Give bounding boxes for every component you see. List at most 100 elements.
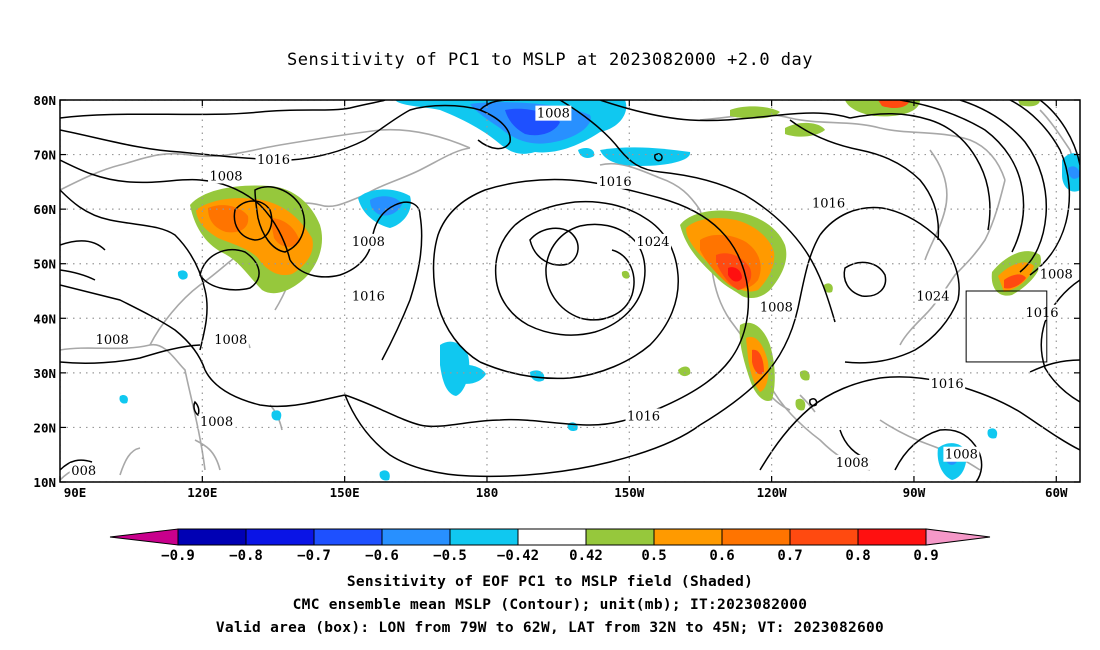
shade-neg-pacific-2 bbox=[448, 364, 486, 384]
shade-pos-small-4 bbox=[621, 270, 630, 279]
colorbar-label: 0.9 bbox=[913, 548, 938, 564]
colorbar-label: 0.6 bbox=[709, 548, 734, 564]
contour-label-bg-8 bbox=[350, 288, 387, 304]
lon-tick-label: 180 bbox=[476, 485, 499, 500]
contour-label: 008 bbox=[71, 464, 96, 479]
shade-neg-greenland-core bbox=[1068, 166, 1080, 179]
contour-label-bg-12 bbox=[94, 332, 131, 348]
lat-tick-label: 10N bbox=[33, 475, 56, 490]
colorbar-label: 0.8 bbox=[845, 548, 870, 564]
colorbar-high-arrow bbox=[925, 528, 991, 546]
contour-label: 1008 bbox=[96, 333, 129, 348]
lon-tick-label: 120E bbox=[187, 485, 217, 500]
caption-line-2: CMC ensemble mean MSLP (Contour); unit(m… bbox=[292, 597, 808, 613]
contour-label: 1008 bbox=[945, 448, 978, 463]
shade-pos-east-asia-dark bbox=[208, 205, 249, 233]
colorbar: −0.9 −0.8 −0.7 −0.6 −0.5 −0.42 0.42 0.5 0.6 0.7 0.… bbox=[109, 528, 991, 564]
contour-label: 1016 bbox=[627, 410, 660, 425]
contour-label: 1016 bbox=[599, 175, 632, 190]
shade-neg-small-6 bbox=[379, 470, 390, 481]
contour-label-bg-17 bbox=[834, 454, 871, 470]
contour-label-bg-19 bbox=[69, 463, 98, 479]
contour-label: 1016 bbox=[257, 153, 290, 168]
colorbar-label: −0.6 bbox=[365, 548, 399, 564]
lat-tick-label: 70N bbox=[33, 148, 56, 163]
shade-pos-small-5 bbox=[799, 370, 810, 381]
contour-label: 1008 bbox=[836, 456, 869, 471]
shade-pos-east-asia-dark-2 bbox=[270, 218, 300, 247]
colorbar-label: 0.5 bbox=[641, 548, 666, 564]
contour-label-bg-6 bbox=[350, 233, 387, 249]
contour-label: 1016 bbox=[1025, 306, 1058, 321]
lon-tick-label: 60W bbox=[1045, 485, 1068, 500]
colorbar-segment bbox=[381, 528, 451, 546]
map-field: 1008 1016 1008 1016 1016 1024 1008 1008 1016 1024… bbox=[60, 100, 1080, 482]
caption-line-3: Valid area (box): LON from 79W to 62W, L… bbox=[215, 620, 885, 636]
contour-label: 1008 bbox=[352, 235, 385, 250]
colorbar-label: −0.5 bbox=[433, 548, 467, 564]
colorbar-segment bbox=[517, 528, 587, 546]
contour-label-bg-4 bbox=[810, 195, 847, 211]
shade-neg-small-3 bbox=[987, 428, 998, 439]
lat-tick-label: 40N bbox=[33, 311, 56, 326]
contour-label: 1008 bbox=[209, 169, 242, 184]
shade-pos-small-2 bbox=[823, 283, 833, 293]
contour-label-bg-1 bbox=[255, 152, 292, 168]
lat-tick-label: 20N bbox=[33, 420, 56, 435]
shade-neg-pacific-3 bbox=[530, 370, 545, 382]
contour-label-bg-0 bbox=[535, 105, 572, 121]
shade-neg-north-pacific-2 bbox=[578, 148, 595, 158]
shade-pos-small-1 bbox=[678, 366, 691, 377]
shade-pos-mexico-red bbox=[752, 349, 764, 375]
shade-pos-western-na-deepred bbox=[728, 267, 742, 282]
shade-pos-small-3 bbox=[795, 398, 806, 411]
contour-label-bg-5 bbox=[635, 233, 672, 249]
shade-neg-small-1 bbox=[177, 270, 188, 280]
contour-label: 1016 bbox=[352, 289, 385, 304]
colorbar-label: −0.7 bbox=[297, 548, 331, 564]
contour-label-bg-3 bbox=[597, 173, 634, 189]
shade-pos-arctic-east bbox=[730, 106, 780, 119]
colorbar-segment bbox=[177, 528, 247, 546]
contour-label-bg-14 bbox=[929, 375, 966, 391]
colorbar-label: 0.7 bbox=[777, 548, 802, 564]
caption-line-1: Sensitivity of EOF PC1 to MSLP field (Sh… bbox=[346, 574, 754, 590]
shade-pos-small-6 bbox=[257, 274, 270, 285]
contour-label-bg-18 bbox=[943, 446, 980, 462]
lat-tick-label: 80N bbox=[33, 93, 56, 108]
contour-label: 1016 bbox=[931, 377, 964, 392]
lat-tick-label: 30N bbox=[33, 366, 56, 381]
contour-label: 1008 bbox=[537, 107, 570, 122]
colorbar-label: −0.9 bbox=[161, 548, 195, 564]
colorbar-segment bbox=[789, 528, 859, 546]
shade-pos-newfoundland-red bbox=[1004, 274, 1026, 289]
contour-label-bg-10 bbox=[758, 299, 795, 315]
contour-label-bg-11 bbox=[1024, 304, 1061, 320]
colorbar-segment bbox=[653, 528, 723, 546]
shade-pos-arctic-east-3-red bbox=[878, 100, 910, 108]
colorbar-label: 0.42 bbox=[569, 548, 603, 564]
map-axes: 90E 120E 150E 180 150W 120W 90W 60W 80N 70N 60N 50N… bbox=[33, 93, 1080, 500]
lat-tick-label: 50N bbox=[33, 257, 56, 272]
valid-area-box bbox=[965, 290, 1048, 363]
contour-label: 1016 bbox=[812, 197, 845, 212]
contour-label-bg-15 bbox=[625, 408, 662, 424]
contour-label-bg-7 bbox=[1038, 266, 1075, 282]
shade-neg-small-4 bbox=[119, 394, 128, 404]
contour-label: 1024 bbox=[636, 235, 669, 250]
colorbar-label: −0.42 bbox=[497, 548, 539, 564]
contour-label: 1008 bbox=[200, 415, 233, 430]
contour-label: 1008 bbox=[1040, 268, 1073, 283]
shade-neg-small-2 bbox=[271, 410, 282, 421]
contour-label: 1008 bbox=[214, 333, 247, 348]
lon-tick-label: 150E bbox=[330, 485, 360, 500]
contour-labels: 1008 1016 1008 1016 1016 1024 1008 1008 1016 1024… bbox=[69, 105, 1075, 479]
colorbar-segment bbox=[313, 528, 383, 546]
lat-tick-label: 60N bbox=[33, 202, 56, 217]
colorbar-segment bbox=[721, 528, 791, 546]
contour-label-bg-13 bbox=[212, 332, 249, 348]
lon-tick-label: 150W bbox=[614, 485, 645, 500]
lon-tick-label: 120W bbox=[757, 485, 788, 500]
map-frame bbox=[59, 99, 1081, 483]
